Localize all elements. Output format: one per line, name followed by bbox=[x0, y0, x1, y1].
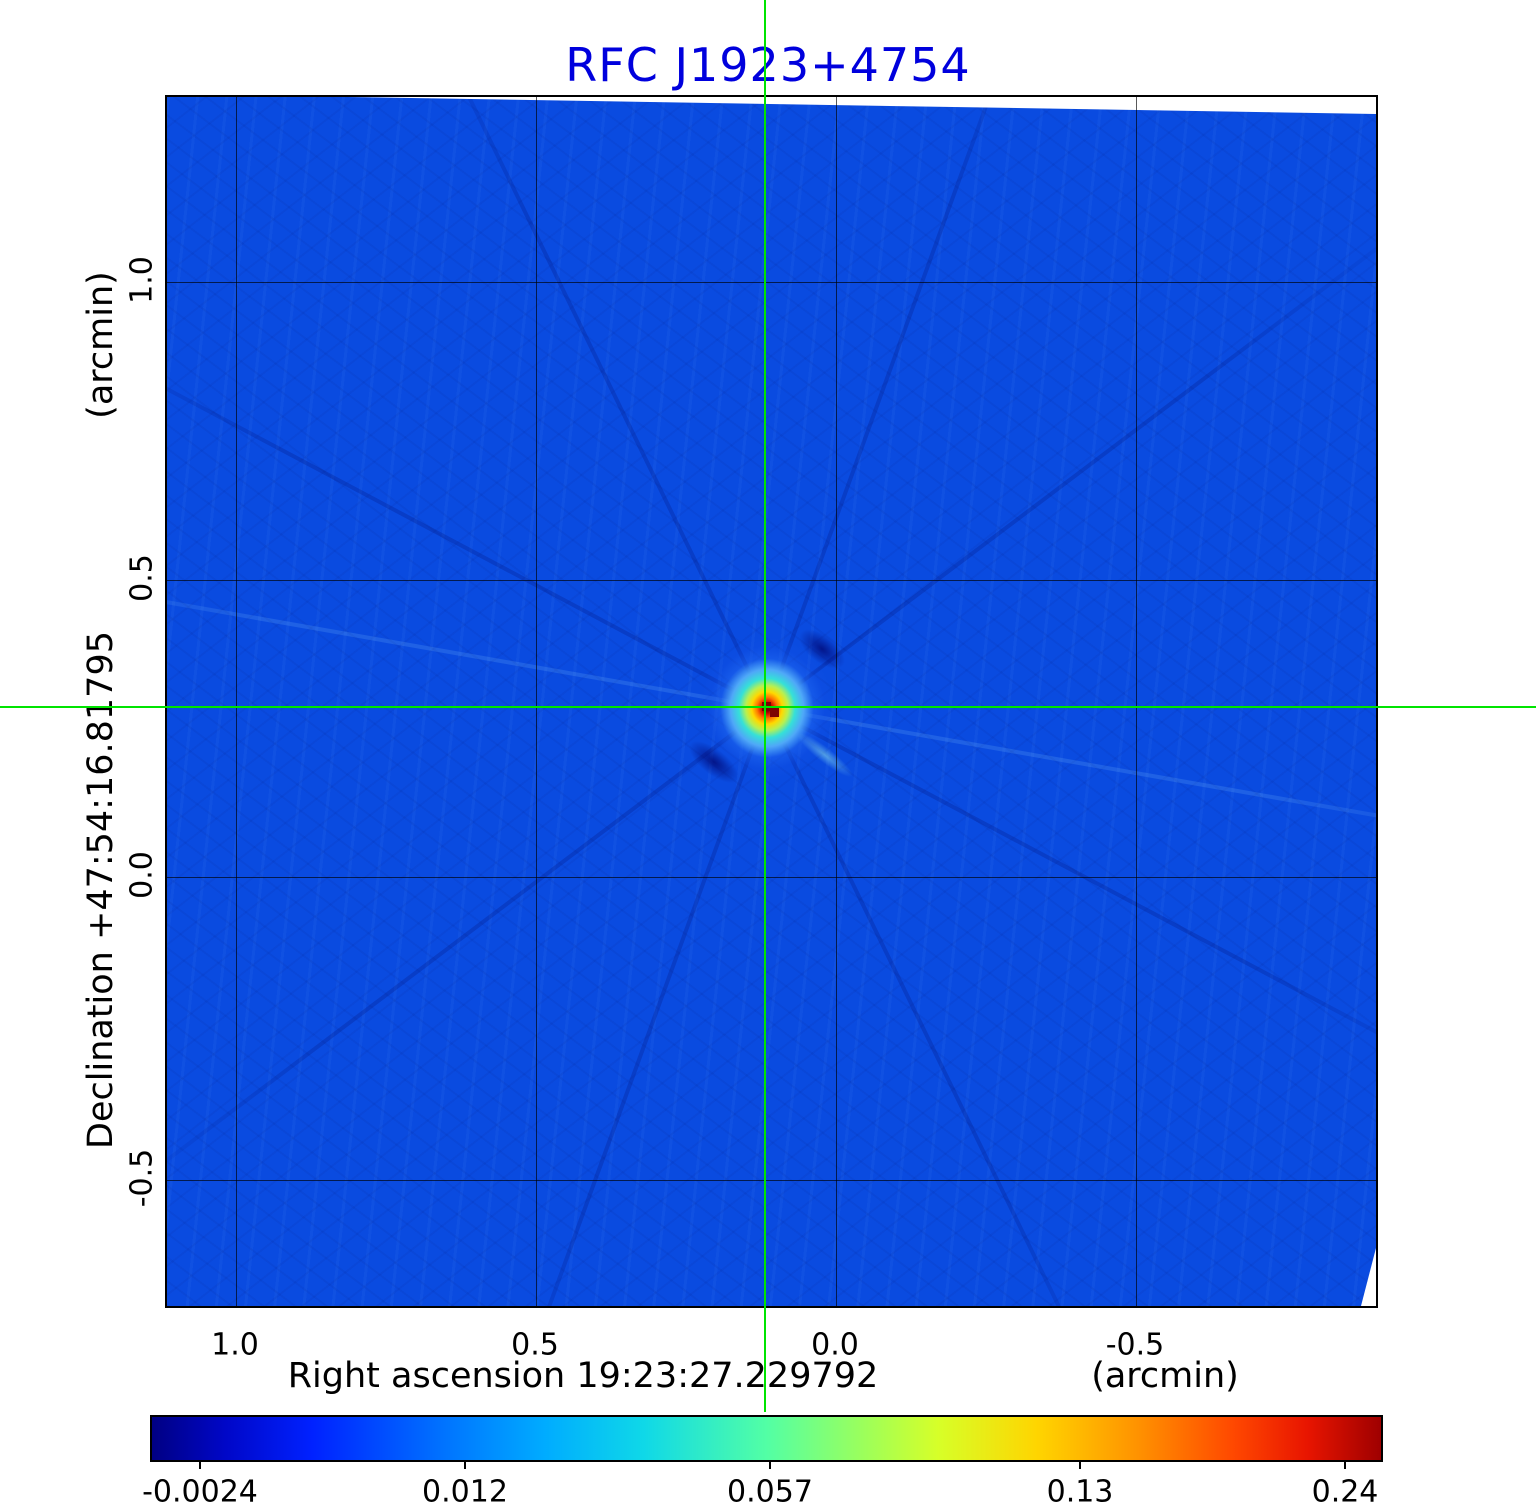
grid-line-vertical bbox=[236, 97, 237, 1306]
colorbar-tick-mark bbox=[1079, 1462, 1081, 1469]
colorbar-tick-mark bbox=[769, 1462, 771, 1469]
colorbar-tick-label: 0.24 bbox=[1311, 1474, 1379, 1510]
grid-line-vertical bbox=[1136, 97, 1137, 1306]
colorbar-tick-mark bbox=[1344, 1462, 1346, 1469]
grid-line-horizontal bbox=[167, 580, 1376, 581]
x-tick-label: 0.5 bbox=[511, 1327, 559, 1363]
grid-line-horizontal bbox=[167, 282, 1376, 283]
grid-line-vertical bbox=[536, 97, 537, 1306]
colorbar-tick-label: 0.012 bbox=[422, 1474, 508, 1510]
colorbar-tick-label: -0.0024 bbox=[142, 1474, 258, 1510]
grid-line-vertical bbox=[836, 97, 837, 1306]
y-tick-label: -0.5 bbox=[124, 1148, 160, 1208]
colorbar-tick-label: 0.13 bbox=[1046, 1474, 1114, 1510]
colorbar-tick-mark bbox=[199, 1462, 201, 1469]
x-axis-unit: (arcmin) bbox=[1091, 1356, 1239, 1396]
colorbar bbox=[150, 1415, 1383, 1462]
crosshair-horizontal bbox=[0, 706, 1536, 708]
y-axis-unit: (arcmin) bbox=[81, 271, 121, 419]
x-tick-label: -0.5 bbox=[1105, 1327, 1165, 1363]
y-tick-label: 0.0 bbox=[124, 851, 160, 899]
plot-title: RFC J1923+4754 bbox=[565, 38, 971, 92]
colorbar-tick-label: 0.057 bbox=[727, 1474, 813, 1510]
grid-line-horizontal bbox=[167, 877, 1376, 878]
x-axis-label: Right ascension 19:23:27.229792 bbox=[287, 1356, 879, 1396]
x-tick-label: 1.0 bbox=[211, 1327, 259, 1363]
x-tick-label: 0.0 bbox=[811, 1327, 859, 1363]
colorbar-tick-mark bbox=[464, 1462, 466, 1469]
grid-line-horizontal bbox=[167, 1180, 1376, 1181]
y-tick-label: 1.0 bbox=[124, 256, 160, 304]
y-axis-label: Declination +47:54:16.81795 bbox=[81, 631, 121, 1149]
plot-area bbox=[165, 95, 1378, 1308]
y-tick-label: 0.5 bbox=[124, 554, 160, 602]
source-core-pixel bbox=[770, 708, 779, 717]
